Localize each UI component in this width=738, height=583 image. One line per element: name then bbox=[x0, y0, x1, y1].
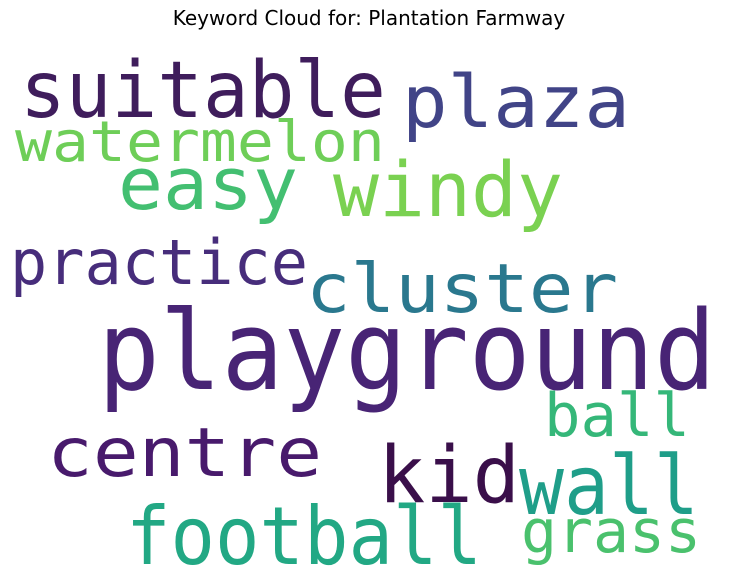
word-plaza: plaza bbox=[402, 60, 631, 144]
word-watermelon: watermelon bbox=[15, 110, 385, 175]
word-centre: centre bbox=[47, 414, 323, 493]
word-grass: grass bbox=[521, 497, 702, 567]
word-easy: easy bbox=[118, 142, 298, 226]
word-practice: practice bbox=[10, 226, 309, 299]
word-ball: ball bbox=[544, 381, 690, 451]
word-playground: playground bbox=[98, 287, 716, 415]
word-wall: wall bbox=[519, 439, 699, 534]
word-windy: windy bbox=[333, 145, 563, 234]
word-football: football bbox=[126, 490, 483, 583]
chart-title: Keyword Cloud for: Plantation Farmway bbox=[172, 6, 566, 30]
word-cluster: cluster bbox=[306, 250, 619, 329]
word-suitable: suitable bbox=[20, 46, 386, 136]
word-kid: kid bbox=[378, 431, 521, 521]
